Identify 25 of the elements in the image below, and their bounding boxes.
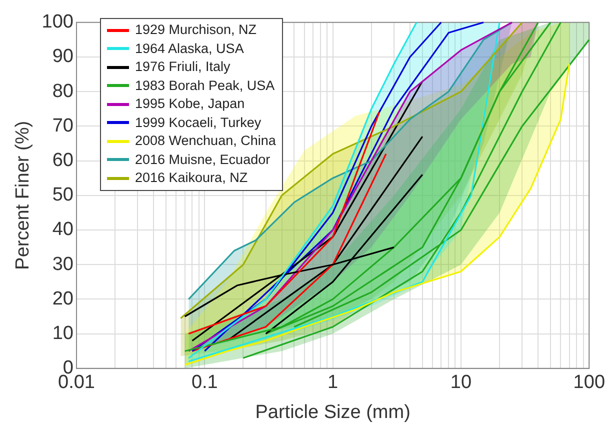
y-tick-label: 90 (52, 46, 74, 68)
y-tick-label: 50 (52, 184, 74, 206)
y-tick-label: 60 (52, 150, 74, 172)
y-tick-label: 70 (52, 115, 74, 136)
x-tick-label: 1 (328, 372, 338, 394)
x-tick-label: 0.1 (191, 372, 218, 394)
legend-label: 2016 Muisne, Ecuador (135, 150, 270, 168)
legend-label: 1976 Friuli, Italy (135, 58, 230, 76)
legend-label: 1999 Kocaeli, Turkey (135, 114, 262, 132)
x-tick-label: 100 (573, 372, 605, 394)
legend-label: 1983 Borah Peak, USA (135, 76, 275, 94)
legend-label: 2008 Wenchuan, China (135, 132, 276, 150)
legend-label: 1929 Murchison, NZ (135, 21, 257, 39)
y-tick-label: 30 (52, 254, 74, 275)
y-tick-label: 10 (52, 323, 74, 344)
y-axis-title: Percent Finer (%) (12, 120, 34, 270)
legend-label: 1995 Kobe, Japan (135, 95, 245, 113)
x-tick-label: 10 (450, 372, 472, 394)
y-tick-label: 40 (52, 219, 74, 240)
legend-label: 1964 Alaska, USA (135, 40, 244, 58)
y-tick-label: 20 (52, 288, 74, 310)
y-tick-label: 100 (42, 12, 74, 33)
legend-label: 2016 Kaikoura, NZ (135, 169, 248, 187)
x-axis-title: Particle Size (mm) (255, 402, 410, 423)
y-tick-label: 80 (52, 80, 74, 102)
